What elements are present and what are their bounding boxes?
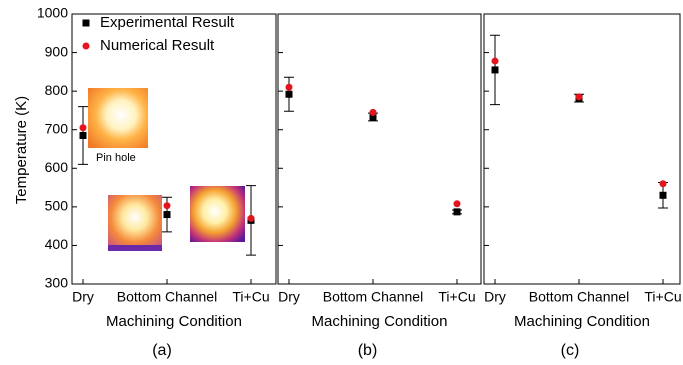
panel-label: (a) bbox=[152, 342, 172, 359]
x-axis-title: Machining Condition bbox=[514, 313, 650, 330]
experimental-point bbox=[660, 192, 667, 199]
thermal-image bbox=[88, 88, 148, 148]
y-tick-label: 400 bbox=[45, 236, 69, 252]
experimental-point bbox=[286, 91, 293, 98]
thermal-image bbox=[108, 195, 162, 251]
legend-marker bbox=[83, 20, 90, 27]
legend-label: Numerical Result bbox=[100, 37, 215, 54]
experimental-point bbox=[80, 132, 87, 139]
x-axis-title: Machining Condition bbox=[312, 313, 448, 330]
legend-marker bbox=[83, 43, 90, 50]
numerical-point bbox=[248, 215, 255, 222]
numerical-point bbox=[286, 84, 293, 91]
y-tick-label: 700 bbox=[45, 120, 69, 136]
numerical-point bbox=[660, 180, 667, 187]
x-tick-label: Dry bbox=[484, 289, 506, 305]
numerical-point bbox=[80, 124, 87, 131]
y-tick-label: 900 bbox=[45, 43, 69, 59]
experimental-point bbox=[454, 208, 461, 215]
thermal-image-edge bbox=[108, 245, 162, 251]
numerical-point bbox=[370, 109, 377, 116]
numerical-point bbox=[454, 200, 461, 207]
annotation: Pin hole bbox=[96, 152, 136, 164]
panel-label: (c) bbox=[561, 342, 580, 359]
x-tick-label: Ti+Cu bbox=[644, 289, 681, 305]
numerical-point bbox=[576, 93, 583, 100]
x-tick-label: Dry bbox=[278, 289, 300, 305]
x-tick-label: Ti+Cu bbox=[232, 289, 269, 305]
y-tick-label: 500 bbox=[45, 198, 69, 214]
figure: 300 400 500 600 700 800 900 1000 Dry Bottom Chann… bbox=[0, 0, 683, 365]
numerical-point bbox=[492, 58, 499, 65]
legend-label: Experimental Result bbox=[100, 14, 235, 31]
y-axis-title: Temperature (K) bbox=[13, 96, 30, 204]
x-tick-label: Dry bbox=[72, 289, 94, 305]
y-tick-label: 800 bbox=[45, 82, 69, 98]
x-axis-title: Machining Condition bbox=[106, 313, 242, 330]
x-tick-label: Bottom Channel bbox=[323, 289, 423, 305]
y-tick-label: 1000 bbox=[37, 5, 68, 21]
panel-label: (b) bbox=[358, 342, 378, 359]
experimental-point bbox=[164, 211, 171, 218]
y-tick-label: 600 bbox=[45, 159, 69, 175]
y-tick-label: 300 bbox=[45, 275, 69, 291]
plot-frame bbox=[72, 14, 276, 284]
x-tick-label: Bottom Channel bbox=[529, 289, 629, 305]
plot-frame bbox=[278, 14, 481, 284]
thermal-image bbox=[190, 186, 245, 242]
plot-frame bbox=[484, 14, 680, 284]
experimental-point bbox=[492, 66, 499, 73]
numerical-point bbox=[164, 202, 171, 209]
x-tick-label: Ti+Cu bbox=[438, 289, 475, 305]
x-tick-label: Bottom Channel bbox=[117, 289, 217, 305]
